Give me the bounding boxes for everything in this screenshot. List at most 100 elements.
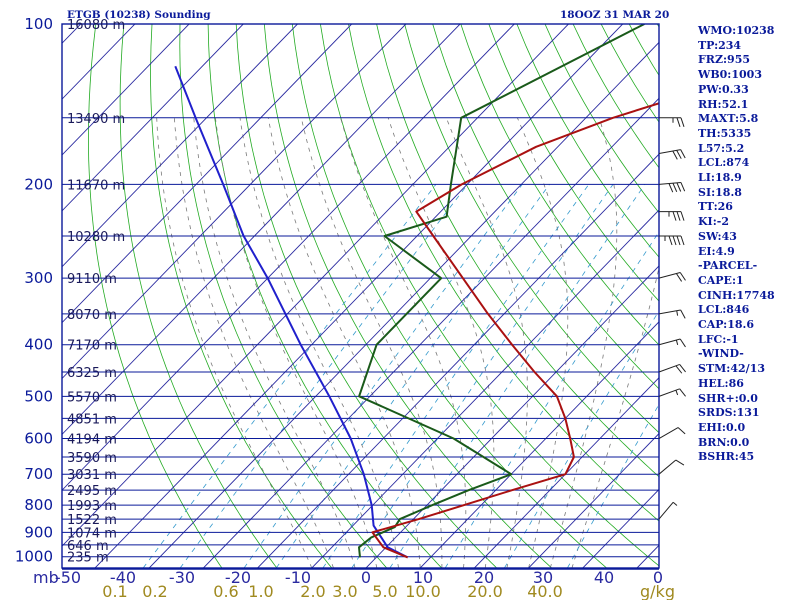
wind-barb <box>658 271 686 282</box>
index-line: WB0:1003 <box>698 68 762 82</box>
mixing-ratio-tick-label: 1.0 <box>248 582 273 600</box>
index-line: EI:4.9 <box>698 244 735 258</box>
mixing-ratio-tick-label: 2.0 <box>300 582 325 600</box>
index-line: FRZ:955 <box>698 53 751 67</box>
isotherm-line <box>62 24 244 212</box>
height-label: 3590 m <box>67 451 117 466</box>
dry-adiabat-line <box>263 24 552 568</box>
pressure-tick-label: 500 <box>24 387 53 405</box>
index-line: RH:52.1 <box>698 97 749 111</box>
wind-barb <box>658 501 678 520</box>
height-label: 4194 m <box>67 433 117 448</box>
height-label: 646 m <box>67 539 109 554</box>
isotherm-line <box>474 377 659 568</box>
height-label: 13490 m <box>67 112 125 127</box>
mixing-ratio-tick-label: 20.0 <box>467 582 503 600</box>
temperature-tick-label: 10 <box>413 568 433 587</box>
isotherm-line <box>365 265 659 568</box>
wind-barb <box>658 388 686 397</box>
height-label: 1074 m <box>67 526 117 541</box>
wind-barb <box>658 309 686 319</box>
isotherm-line <box>419 321 659 568</box>
height-label: 10280 m <box>67 230 125 245</box>
dry-adiabat-line <box>516 24 659 258</box>
dry-adiabat-line <box>348 24 659 522</box>
temperature-tick-label: 40 <box>594 568 614 587</box>
pressure-unit-label: mb <box>33 568 59 587</box>
wind-barb <box>658 427 686 439</box>
index-line: MAXT:5.8 <box>698 112 759 126</box>
mixing-ratio-line <box>243 184 523 568</box>
index-line: PW:0.33 <box>698 82 749 96</box>
index-line: WMO:10238 <box>698 24 775 37</box>
pressure-tick-label: 1000 <box>15 548 53 566</box>
pressure-tick-label: 100 <box>24 15 53 33</box>
isotherm-line <box>94 24 624 568</box>
dry-adiabat-line <box>150 24 333 568</box>
index-line: LCL:874 <box>698 156 750 170</box>
dry-adiabat-line <box>404 24 659 434</box>
mixing-ratio-line <box>444 231 659 568</box>
mixing-ratio-tick-label: 10.0 <box>405 582 441 600</box>
height-label: 3031 m <box>67 468 117 483</box>
mixing-ratio-line <box>275 184 550 568</box>
dry-adiabat-line <box>207 24 442 568</box>
mixing-ratio-tick-label: 0.2 <box>142 582 167 600</box>
isotherm-line <box>203 97 659 568</box>
indices-panel: WMO:10238 TP:234 FRZ:955 WB0:1003 PW:0.33 RH:… <box>698 24 798 465</box>
dry-adiabat-line <box>488 24 659 302</box>
isotherm-line <box>148 41 659 568</box>
temperature-tick-label: 0 <box>653 568 663 587</box>
mixing-ratio-tick-label: 3.0 <box>332 582 357 600</box>
height-label: 5570 m <box>67 390 117 405</box>
temperature-tick-label: -40 <box>110 568 136 587</box>
height-label: 11670 m <box>67 178 125 193</box>
mixing-ratio-tick-label: 40.0 <box>527 582 563 600</box>
pressure-tick-label: 300 <box>24 269 53 287</box>
isotherm-line <box>62 24 461 436</box>
mixing-ratio-tick-label: 0.1 <box>102 582 127 600</box>
mixing-ratio-tick-label: 0.6 <box>213 582 238 600</box>
isotherm-line <box>62 24 190 156</box>
index-line: -PARCEL- <box>698 259 758 273</box>
pressure-tick-label: 700 <box>24 465 53 483</box>
wind-barb <box>658 338 686 348</box>
mixing-ratio-line <box>142 184 437 568</box>
wind-barb <box>659 235 685 246</box>
temperature-tick-label: -10 <box>285 568 311 587</box>
dry-adiabat-line <box>87 24 223 568</box>
height-label: 7170 m <box>67 339 117 354</box>
dry-adiabat-line <box>432 24 659 390</box>
wind-barb <box>658 459 685 475</box>
temperature-profile-line <box>371 102 659 559</box>
index-line: SRDS:131 <box>698 406 760 420</box>
mixing-ratio-tick-label: 5.0 <box>372 582 397 600</box>
pressure-tick-label: 800 <box>24 496 53 514</box>
height-label: 8070 m <box>67 308 117 323</box>
height-label: 9110 m <box>67 272 117 287</box>
temperature-tick-label: -50 <box>55 568 81 587</box>
index-line: TH:5335 <box>698 126 752 140</box>
index-line: STM:42/13 <box>698 362 765 376</box>
index-line: SI:18.8 <box>698 185 742 199</box>
wind-barb <box>658 363 686 374</box>
isotherm-line <box>257 153 659 568</box>
parcel-profile-line <box>174 65 409 559</box>
dry-adiabat-line <box>320 24 659 567</box>
index-line: CINH:17748 <box>698 288 775 302</box>
dry-adiabat-line <box>235 24 497 568</box>
wind-barb <box>659 211 685 221</box>
dry-adiabat-line <box>119 24 278 568</box>
isotherm-line <box>62 24 298 268</box>
temperature-tick-label: 20 <box>474 568 494 587</box>
index-line: EHI:0.0 <box>698 420 746 434</box>
pressure-tick-label: 900 <box>24 523 53 541</box>
pressure-tick-label: 600 <box>24 430 53 448</box>
index-line: SHR+:0.0 <box>698 391 758 405</box>
index-line: TP:234 <box>698 38 742 52</box>
plot-frame <box>61 23 660 569</box>
pressure-tick-label: 400 <box>24 336 53 354</box>
index-line: LFC:-1 <box>698 332 739 346</box>
height-label: 6325 m <box>67 366 117 381</box>
